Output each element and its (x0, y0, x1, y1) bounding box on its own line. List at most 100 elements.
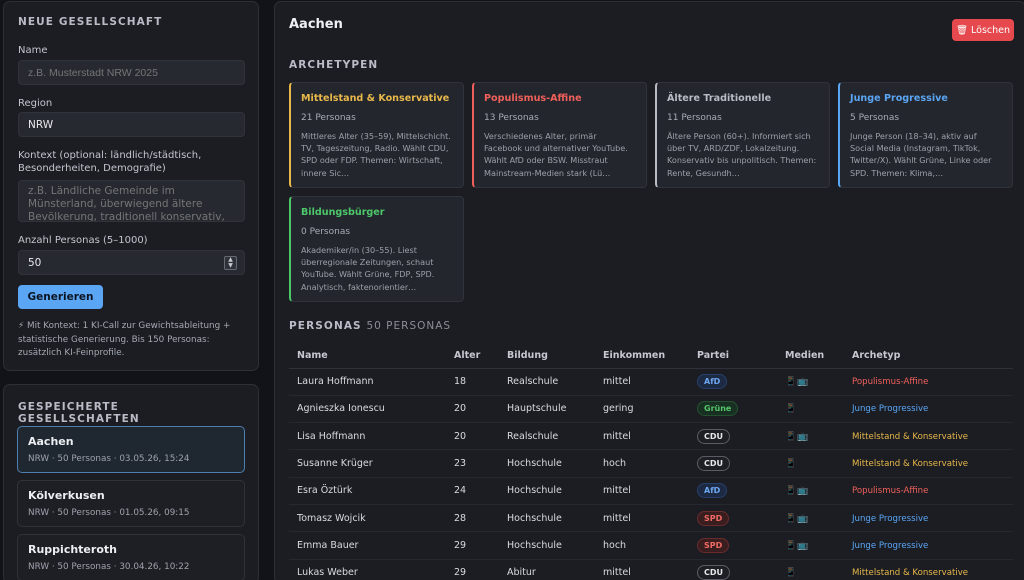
column-header-income[interactable]: Einkommen (595, 344, 689, 369)
persona-name: Agnieszka Ionescu (297, 403, 385, 415)
archetype-card[interactable]: Populismus-Affine 13 Personas Verschiede… (472, 82, 647, 188)
new-society-title: NEUE GESELLSCHAFT (18, 16, 163, 28)
archetype-count: 0 Personas (301, 227, 351, 237)
personas-heading: PERSONAS (289, 320, 362, 332)
saved-item[interactable]: Ruppichteroth NRW · 50 Personas · 30.04.… (17, 534, 245, 580)
persona-age: 23 (454, 458, 467, 470)
table-row[interactable]: Lukas Weber 29 Abitur mittel CDU 📱 Mittelstand… (289, 559, 1013, 580)
persona-archetype: Junge Progressive (852, 540, 929, 551)
region-label: Region (18, 98, 53, 109)
archetype-description: Verschiedenes Alter, primär Facebook und… (484, 131, 628, 178)
persona-education: Hochschule (507, 485, 562, 497)
persona-name: Esra Öztürk (297, 485, 353, 497)
column-header-media[interactable]: Medien (777, 344, 844, 369)
page-title: Aachen (289, 17, 343, 32)
persona-age: 29 (454, 567, 467, 579)
archetype-count: 21 Personas (301, 113, 356, 123)
new-society-panel: NEUE GESELLSCHAFT Name Region NRW Kontex… (3, 1, 259, 371)
archetype-description: Junge Person (18–34), aktiv auf Social M… (850, 131, 992, 178)
persona-income: hoch (603, 539, 627, 551)
archetype-name: Ältere Traditionelle (667, 93, 772, 104)
generate-button[interactable]: Generieren (18, 285, 103, 309)
persona-income: hoch (603, 458, 627, 470)
table-row[interactable]: Esra Öztürk 24 Hochschule mittel AfD 📱📺 Populi… (289, 477, 1013, 505)
saved-item-meta: NRW · 50 Personas · 01.05.26, 09:15 (28, 508, 190, 518)
saved-item[interactable]: Aachen NRW · 50 Personas · 03.05.26, 15:… (17, 426, 245, 473)
persona-age: 29 (454, 539, 467, 551)
region-input[interactable]: NRW (18, 112, 245, 137)
persona-party: SPD (697, 510, 730, 526)
society-detail-panel: Aachen 🗑 Löschen ARCHETYPEN Mittelstand … (274, 1, 1024, 580)
persona-income: mittel (603, 376, 631, 388)
saved-item-name: Kölverkusen (28, 489, 105, 502)
name-label: Name (18, 45, 48, 56)
archetype-name: Populismus-Affine (484, 93, 582, 104)
column-header-age[interactable]: Alter (446, 344, 499, 369)
persona-age: 18 (454, 376, 467, 388)
saved-item-name: Aachen (28, 435, 74, 448)
persona-age: 20 (454, 403, 467, 415)
persona-education: Realschule (507, 430, 559, 442)
archetype-card[interactable]: Junge Progressive 5 Personas Junge Perso… (838, 82, 1013, 188)
persona-party: CDU (697, 428, 731, 444)
personas-count: 50 PERSONAS (366, 320, 452, 332)
persona-age: 20 (454, 430, 467, 442)
persona-education: Hochschule (507, 539, 562, 551)
column-header-party[interactable]: Partei (689, 344, 777, 369)
delete-button[interactable]: 🗑 Löschen (952, 19, 1014, 41)
archetype-card[interactable]: Mittelstand & Konservative 21 Personas M… (289, 82, 464, 188)
persona-income: gering (603, 403, 634, 415)
persona-party: SPD (697, 537, 730, 553)
column-header-archetype[interactable]: Archetyp (844, 344, 1013, 369)
archetype-name: Mittelstand & Konservative (301, 93, 450, 104)
delete-label: Löschen (971, 24, 1011, 36)
persona-education: Hochschule (507, 458, 562, 470)
persona-education: Hauptschule (507, 403, 567, 415)
persona-party: CDU (697, 456, 731, 472)
persona-income: mittel (603, 485, 631, 497)
persona-party: AfD (697, 483, 728, 499)
persona-party: AfD (697, 374, 728, 390)
persona-age: 28 (454, 512, 467, 524)
persona-media: 📱 (785, 459, 798, 470)
column-header-education[interactable]: Bildung (499, 344, 595, 369)
persona-education: Hochschule (507, 512, 562, 524)
saved-title: GESPEICHERTE GESELLSCHAFTEN (18, 401, 140, 425)
persona-media: 📱📺 (785, 486, 810, 497)
archetype-count: 11 Personas (667, 113, 722, 123)
persona-media: 📱 (785, 404, 798, 415)
table-row[interactable]: Agnieszka Ionescu 20 Hauptschule gering Grün… (289, 395, 1013, 424)
table-row[interactable]: Tomasz Wojcik 28 Hochschule mittel SPD 📱📺 Jung… (289, 504, 1013, 533)
persona-media: 📱📺 (785, 377, 810, 388)
persona-age: 24 (454, 485, 467, 497)
persona-education: Abitur (507, 567, 536, 579)
persona-party: Grüne (697, 401, 739, 417)
table-row[interactable]: Susanne Krüger 23 Hochschule hoch CDU 📱 Mittel… (289, 449, 1013, 478)
archetype-card[interactable]: Bildungsbürger 0 Personas Akademiker/in … (289, 196, 464, 302)
trash-icon: 🗑 (955, 24, 969, 36)
archetype-card[interactable]: Ältere Traditionelle 11 Personas Ältere … (655, 82, 830, 188)
persona-archetype: Mittelstand & Konservative (852, 568, 969, 579)
table-row[interactable]: Lisa Hoffmann 20 Realschule mittel CDU 📱📺 Mitt… (289, 422, 1013, 451)
persona-name: Laura Hoffmann (297, 376, 374, 388)
archetype-description: Mittleres Alter (35–59), Mittelschicht. … (301, 131, 451, 178)
archetype-description: Ältere Person (60+). Informiert sich übe… (667, 131, 817, 178)
name-input[interactable] (18, 60, 245, 85)
archetype-description: Akademiker/in (30–55). Liest überregiona… (301, 245, 435, 292)
table-row[interactable]: Laura Hoffmann 18 Realschule mittel AfD 📱📺 Pop… (289, 368, 1013, 396)
saved-item-name: Ruppichteroth (28, 543, 117, 556)
persona-income: mittel (603, 567, 631, 579)
archetype-name: Bildungsbürger (301, 207, 385, 218)
column-header-name[interactable]: Name (289, 344, 446, 369)
saved-item[interactable]: Kölverkusen NRW · 50 Personas · 01.05.26… (17, 480, 245, 527)
persona-name: Emma Bauer (297, 539, 359, 551)
table-row[interactable]: Emma Bauer 29 Hochschule hoch SPD 📱📺 Junge Pro… (289, 531, 1013, 560)
stepper-icon[interactable]: ▲ ▼ (224, 256, 237, 270)
persona-archetype: Junge Progressive (852, 513, 929, 524)
table-header-row: Name Alter Bildung Einkommen Partei Medi… (289, 344, 1013, 369)
saved-item-meta: NRW · 50 Personas · 30.04.26, 10:22 (28, 562, 190, 572)
count-input[interactable]: 50 ▲ ▼ (18, 250, 245, 275)
archetype-count: 5 Personas (850, 113, 900, 123)
context-textarea[interactable] (18, 180, 245, 222)
persona-archetype: Mittelstand & Konservative (852, 431, 969, 442)
